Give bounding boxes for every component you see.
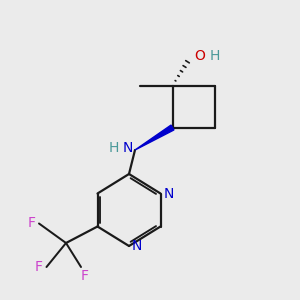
Text: F: F bbox=[35, 260, 43, 274]
Text: N: N bbox=[164, 187, 174, 200]
Text: O: O bbox=[194, 49, 205, 62]
Text: H: H bbox=[109, 141, 119, 154]
Polygon shape bbox=[135, 125, 174, 150]
Text: F: F bbox=[81, 268, 89, 283]
Text: F: F bbox=[27, 216, 35, 230]
Text: H: H bbox=[209, 49, 220, 62]
Text: N: N bbox=[132, 239, 142, 253]
Text: N: N bbox=[122, 141, 133, 154]
